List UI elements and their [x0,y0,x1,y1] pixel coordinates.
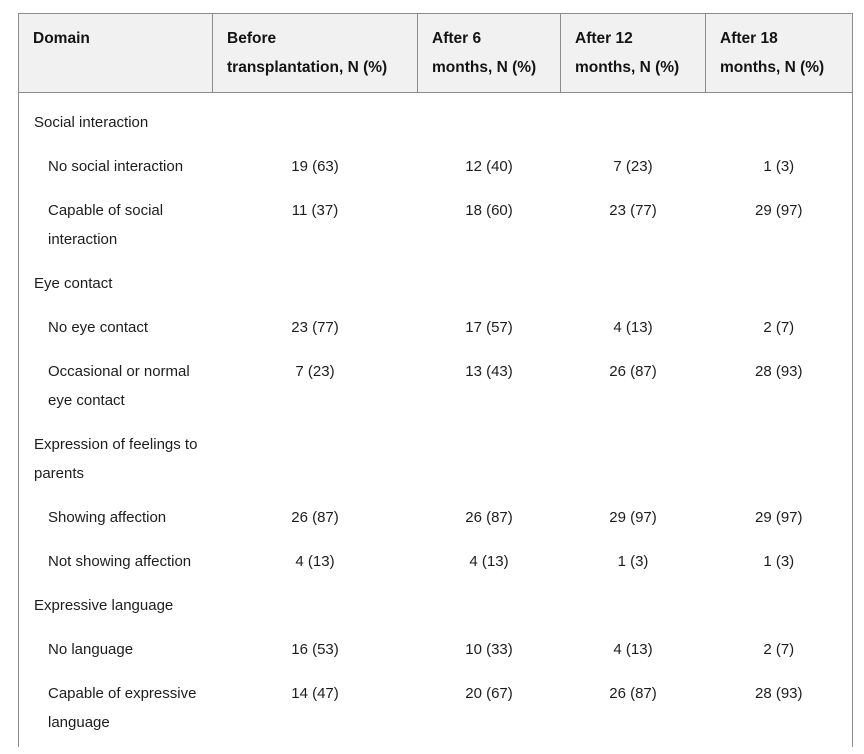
column-header-before-transplantation: Before transplantation, N (%) [212,13,418,93]
row-label: No social interaction [18,145,213,189]
cell-value: 7 (23) [295,363,335,380]
row-label: Not showing affection [18,540,213,584]
cell-value [418,93,561,146]
header-line: transplantation, N (%) [227,59,388,76]
cell-value: 1 (3) [617,553,649,570]
category-row-eye-contact: Eye contact [18,262,853,306]
row-label: Occasional or normal eye contact [18,350,213,423]
cell-value: 28 (93) [705,350,853,423]
cell-value: 10 (33) [465,641,513,658]
cell-value: 2 (7) [705,628,853,672]
column-header-domain: Domain [18,13,213,93]
cell-value [561,423,706,496]
cell-value: 4 (13) [295,553,335,570]
row-label: Eye contact [18,262,213,306]
category-row-expression-of-feelings: Expression of feelings to parents [18,423,853,496]
row-label: Showing affection [18,496,213,540]
cell-value [561,93,706,146]
cell-value: 2 (7) [705,306,853,350]
cell-value: 23 (77) [291,319,339,336]
header-line: months, N (%) [575,59,680,76]
outcomes-table: Domain Before transplantation, N (%) Aft… [18,13,853,747]
cell-value: 4 (13) [613,641,653,658]
cell-value [705,92,853,145]
cell-value: 4 (13) [613,319,653,336]
cell-value: 29 (97) [609,509,657,526]
cell-value [213,584,418,628]
item-row-no-language: No language 16 (53) 10 (33) 4 (13) 2 (7) [18,628,853,672]
cell-value: 1 (3) [705,145,853,189]
cell-value: 11 (37) [291,202,339,219]
cell-value: 17 (57) [465,319,513,336]
cell-value [561,584,706,628]
item-row-no-social-interaction: No social interaction 19 (63) 12 (40) 7 … [18,145,853,189]
cell-value [561,262,706,306]
cell-value: 23 (77) [609,202,657,219]
header-line: Before [227,30,277,47]
cell-value: 20 (67) [465,685,513,702]
cell-value: 1 (3) [705,540,853,584]
cell-value [213,423,418,496]
cell-value [705,262,853,306]
cell-value: 26 (87) [609,363,657,380]
column-header-after-12-months: After 12 months, N (%) [560,13,706,93]
header-line: After 12 [575,30,633,47]
column-header-after-18-months: After 18 months, N (%) [705,13,853,93]
header-line: After 18 [720,30,778,47]
cell-value [213,93,418,146]
cell-value: 18 (60) [465,202,513,219]
cell-value: 26 (87) [291,509,339,526]
item-row-capable-of-social-interaction: Capable of social interaction 11 (37) 18… [18,189,853,262]
row-label: Expressive language [18,584,213,628]
table-header: Domain Before transplantation, N (%) Aft… [18,13,853,93]
row-label: Capable of social interaction [18,189,213,262]
cell-value [705,423,853,496]
cell-value: 28 (93) [705,672,853,747]
header-line: Domain [33,30,90,47]
outcomes-table-container: Domain Before transplantation, N (%) Aft… [18,13,853,747]
header-line: After 6 [432,30,482,47]
header-line: months, N (%) [720,59,825,76]
cell-value: 16 (53) [291,641,339,658]
item-row-capable-of-expressive-language: Capable of expressive language 14 (47) 2… [18,672,853,747]
table-body: Social interaction No social interaction… [18,92,853,747]
cell-value: 13 (43) [465,363,513,380]
cell-value [705,584,853,628]
item-row-occasional-or-normal-eye-contact: Occasional or normal eye contact 7 (23) … [18,350,853,423]
cell-value [418,584,561,628]
cell-value: 7 (23) [613,158,653,175]
cell-value: 26 (87) [609,685,657,702]
cell-value [418,423,561,496]
cell-value [213,262,418,306]
cell-value: 19 (63) [291,158,339,175]
cell-value: 14 (47) [291,685,339,702]
row-label: Social interaction [18,92,213,145]
row-label: No eye contact [18,306,213,350]
header-line: months, N (%) [432,59,537,76]
cell-value: 29 (97) [705,496,853,540]
item-row-showing-affection: Showing affection 26 (87) 26 (87) 29 (97… [18,496,853,540]
category-row-expressive-language: Expressive language [18,584,853,628]
cell-value: 12 (40) [465,158,513,175]
cell-value [418,262,561,306]
cell-value: 4 (13) [469,553,509,570]
category-row-social-interaction: Social interaction [18,92,853,146]
column-header-after-6-months: After 6 months, N (%) [417,13,561,93]
cell-value: 29 (97) [705,189,853,262]
item-row-not-showing-affection: Not showing affection 4 (13) 4 (13) 1 (3… [18,540,853,584]
header-row: Domain Before transplantation, N (%) Aft… [18,13,853,93]
cell-value: 26 (87) [465,509,513,526]
row-label: No language [18,628,213,672]
row-label: Capable of expressive language [18,672,213,747]
row-label: Expression of feelings to parents [18,423,213,496]
item-row-no-eye-contact: No eye contact 23 (77) 17 (57) 4 (13) 2 … [18,306,853,350]
